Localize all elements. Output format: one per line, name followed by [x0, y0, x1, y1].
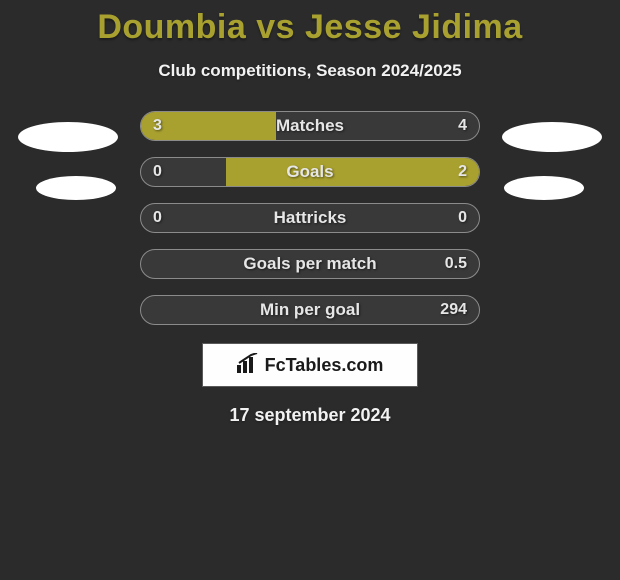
- stat-bar: Matches3 4: [140, 111, 480, 141]
- stat-bar-value-right: 0: [458, 204, 467, 232]
- stat-bar-value-left: 0: [153, 158, 162, 186]
- stat-bar-value-right: 4: [458, 112, 467, 140]
- stat-bar-label: Matches: [141, 112, 479, 140]
- page-subtitle: Club competitions, Season 2024/2025: [0, 61, 620, 81]
- brand-text: FcTables.com: [265, 355, 384, 376]
- stat-bar-value-right: 294: [440, 296, 467, 324]
- stat-bar-value-right: 0.5: [445, 250, 467, 278]
- brand-box: FcTables.com: [202, 343, 418, 387]
- brand-chart-icon: [237, 353, 259, 378]
- stat-bar: Min per goal294: [140, 295, 480, 325]
- chart-backdrop: Doumbia vs Jesse Jidima Club competition…: [0, 0, 620, 580]
- date-label: 17 september 2024: [0, 405, 620, 426]
- stat-bar-label: Min per goal: [141, 296, 479, 324]
- stat-bar-label: Goals per match: [141, 250, 479, 278]
- stat-bar-value-right: 2: [458, 158, 467, 186]
- stat-bar-label: Hattricks: [141, 204, 479, 232]
- page-title: Doumbia vs Jesse Jidima: [0, 0, 620, 47]
- stat-bars: Matches34Goals02Hattricks00Goals per mat…: [0, 111, 620, 325]
- stat-bar-value-left: 3: [153, 112, 162, 140]
- stat-bar: Hattricks0 0: [140, 203, 480, 233]
- stat-bar: Goals0 2: [140, 157, 480, 187]
- stat-bar-value-left: 0: [153, 204, 162, 232]
- stat-bar: Goals per match0.5: [140, 249, 480, 279]
- stat-bar-label: Goals: [141, 158, 479, 186]
